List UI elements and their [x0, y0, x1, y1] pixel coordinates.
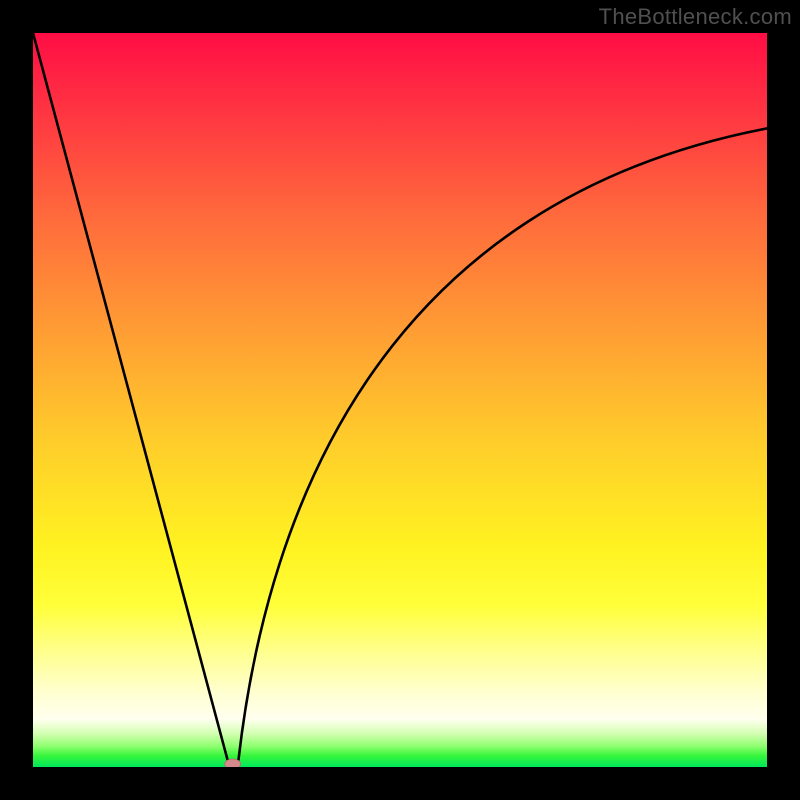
background-gradient [33, 33, 767, 767]
plot-area [33, 33, 767, 767]
watermark-text: TheBottleneck.com [599, 4, 792, 30]
chart-container: TheBottleneck.com [0, 0, 800, 800]
